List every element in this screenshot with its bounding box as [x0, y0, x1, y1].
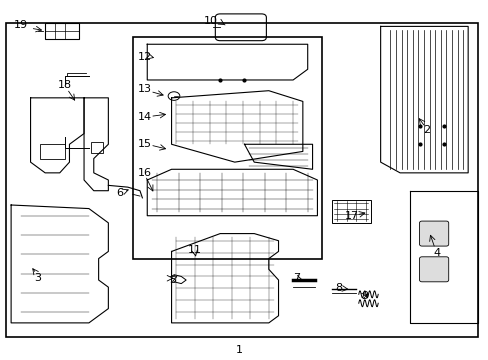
Text: 18: 18	[58, 80, 72, 90]
Text: 14: 14	[138, 112, 152, 122]
FancyBboxPatch shape	[419, 257, 448, 282]
Text: 2: 2	[423, 125, 429, 135]
Text: 4: 4	[432, 248, 439, 258]
Text: 9: 9	[361, 291, 368, 301]
Text: 17: 17	[344, 211, 358, 221]
Text: 19: 19	[14, 19, 28, 30]
FancyBboxPatch shape	[419, 221, 448, 246]
Text: 6: 6	[116, 188, 123, 198]
Text: 1: 1	[236, 345, 243, 355]
Text: 3: 3	[34, 273, 41, 283]
Text: 11: 11	[187, 245, 202, 255]
Bar	[91, 143, 103, 153]
Text: 7: 7	[292, 273, 300, 283]
Text: 10: 10	[203, 16, 217, 26]
Text: 13: 13	[138, 84, 151, 94]
Bar	[40, 144, 64, 158]
Text: 5: 5	[169, 275, 176, 285]
Text: 16: 16	[138, 168, 151, 178]
Text: 15: 15	[138, 139, 151, 149]
Text: 8: 8	[334, 283, 341, 293]
Bar	[6, 23, 477, 337]
Text: 12: 12	[138, 52, 152, 62]
Bar	[331, 200, 370, 223]
Bar	[132, 37, 322, 258]
